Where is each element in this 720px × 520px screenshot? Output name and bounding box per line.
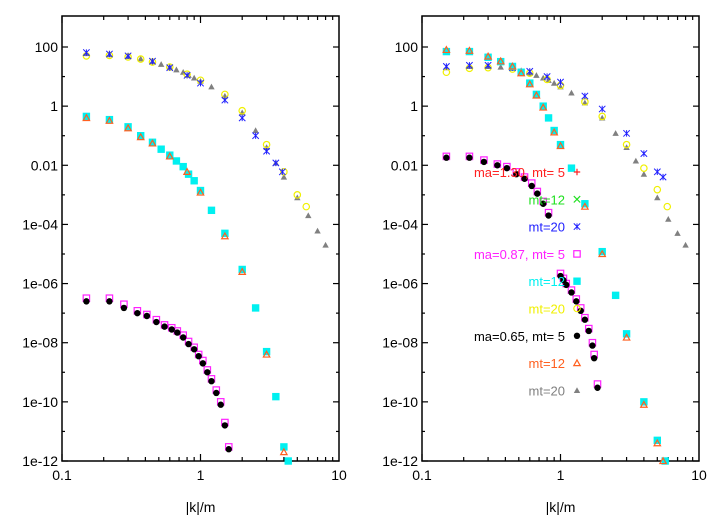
legend-entry-label: mt=20 <box>529 383 566 398</box>
data-series <box>443 154 601 391</box>
legend: ma=1.30, mt= 5 mt=12 mt=20 ma=0.87, mt= 5 mt… <box>474 165 582 398</box>
y-tick-label: 1e-12 <box>382 453 418 469</box>
data-series <box>82 51 311 211</box>
legend-entry-label: ma=0.65, mt= 5 <box>474 329 565 344</box>
y-tick-label: 1e-08 <box>382 335 418 351</box>
y-tick-label: 1 <box>410 98 418 114</box>
legend-entry-label: mt=20 <box>529 220 566 235</box>
data-series <box>442 45 668 465</box>
y-tick-label: 1e-10 <box>22 394 58 410</box>
left-plot-panel: 100 1 0.01 1e-04 1e-06 1e-08 1e-10 1e-120.1 1 10 |… <box>22 15 347 515</box>
x-tick-label: 1 <box>197 467 205 483</box>
y-tick-label: 1e-04 <box>22 216 58 232</box>
legend-entry-label: mt=20 <box>529 302 566 317</box>
data-series <box>82 112 292 465</box>
y-tick-label: 1e-12 <box>22 453 58 469</box>
x-tick-label: 0.1 <box>412 467 432 483</box>
data-series <box>83 298 232 453</box>
y-tick-label: 1 <box>50 98 58 114</box>
right-plot-panel: 100 1 0.01 1e-04 1e-06 1e-08 1e-10 1e-120.1 1 10 |… <box>382 15 707 515</box>
x-tick-label: 10 <box>331 467 347 483</box>
legend-entry-label: mt=12 <box>529 274 566 289</box>
x-tick-label: 1 <box>557 467 565 483</box>
data-series <box>82 48 286 176</box>
data-series <box>82 113 289 456</box>
y-tick-label: 1e-06 <box>22 276 58 292</box>
x-tick-label: 10 <box>691 467 707 483</box>
y-tick-label: 0.01 <box>391 157 418 173</box>
data-series <box>442 63 672 211</box>
legend-entry-label: mt=12 <box>529 192 566 207</box>
legend-entry-label: ma=1.30, mt= 5 <box>474 165 565 180</box>
x-tick-label: 0.1 <box>52 467 72 483</box>
x-axis-label: |k|/m <box>186 499 216 515</box>
y-tick-label: 1e-10 <box>382 394 418 410</box>
y-tick-label: 1e-08 <box>22 335 58 351</box>
y-tick-label: 1e-04 <box>382 216 418 232</box>
y-tick-label: 1e-06 <box>382 276 418 292</box>
y-tick-label: 100 <box>395 39 419 55</box>
data-series <box>83 50 329 248</box>
y-tick-label: 0.01 <box>31 157 58 173</box>
x-axis-label: |k|/m <box>546 499 576 515</box>
legend-entry-label: mt=12 <box>529 356 566 371</box>
y-tick-label: 100 <box>35 39 59 55</box>
data-series <box>442 61 667 181</box>
data-series <box>443 63 689 248</box>
data-series <box>442 152 602 388</box>
legend-entry-label: ma=0.87, mt= 5 <box>474 247 565 262</box>
